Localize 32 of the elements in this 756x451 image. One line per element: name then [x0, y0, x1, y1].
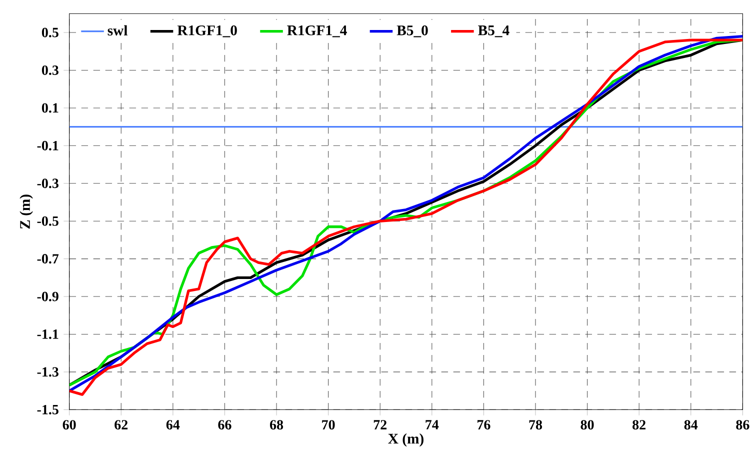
x-tick-label: 86	[736, 420, 750, 430]
legend-label: B5_0	[396, 25, 428, 38]
x-tick-label: 78	[529, 420, 542, 430]
y-tick-label: -0.1	[37, 140, 58, 150]
y-tick-label: 0.3	[42, 65, 58, 75]
x-axis-title: X (m)	[388, 433, 424, 447]
y-tick-label: -0.7	[37, 254, 59, 264]
x-tick-label: 60	[62, 420, 76, 430]
x-tick-label: 74	[426, 420, 439, 430]
y-tick-label: -0.9	[37, 292, 58, 302]
x-tick-label: 64	[166, 420, 180, 430]
legend-label: R1GF1_0	[177, 25, 237, 38]
y-tick-label: 0.5	[42, 28, 58, 38]
y-tick-label: 0.1	[42, 103, 58, 113]
x-tick-label: 62	[114, 420, 128, 430]
y-tick-label: -0.3	[37, 178, 58, 188]
legend-label: B5_4	[478, 25, 510, 38]
legend-label: R1GF1_4	[287, 25, 347, 38]
x-tick-label: 84	[684, 420, 698, 430]
x-tick-label: 68	[270, 420, 284, 430]
x-tick-label: 82	[632, 420, 646, 430]
y-axis-title: Z (m)	[20, 194, 33, 229]
y-tick-label: -1.1	[37, 330, 58, 339]
y-tick-label: -1.3	[37, 367, 58, 377]
x-tick-label: 66	[218, 420, 232, 430]
x-tick-label: 72	[374, 420, 387, 430]
y-tick-label: -0.5	[37, 216, 58, 226]
x-tick-label: 80	[580, 420, 594, 430]
x-tick-label: 76	[477, 420, 490, 430]
legend-label: swl	[108, 25, 128, 36]
x-tick-label: 70	[322, 420, 335, 430]
y-tick-label: -1.5	[37, 404, 58, 414]
